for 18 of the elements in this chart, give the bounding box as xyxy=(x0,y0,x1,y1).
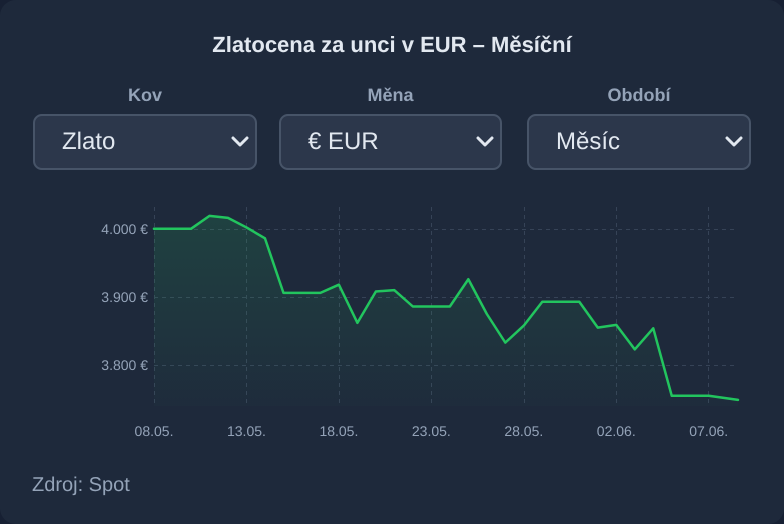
text: Měna xyxy=(366,84,415,107)
x-tick-label: 28.05. xyxy=(504,423,544,439)
text: Kov xyxy=(126,84,163,107)
x-tick-label: 08.05. xyxy=(134,423,174,439)
y-tick-label: 3.800 € xyxy=(101,357,148,374)
x-tick-label: 07.06. xyxy=(689,423,728,439)
text: Zlato xyxy=(62,127,116,157)
x-tick-label: 18.05. xyxy=(319,423,358,439)
x-tick-label: 13.05. xyxy=(226,423,266,439)
text: Měsíc xyxy=(556,127,620,157)
y-tick-label: 3.900 € xyxy=(101,288,148,305)
x-tick-label: 23.05. xyxy=(412,423,451,439)
chart-title: Zlatocena za unci v EUR – Měsíční xyxy=(211,31,574,59)
text: Zdroj: Spot xyxy=(32,473,130,498)
x-tick-label: 02.06. xyxy=(596,423,636,439)
y-tick-label: 4.000 € xyxy=(101,220,148,237)
text: Období xyxy=(606,84,672,107)
text: € EUR xyxy=(308,127,379,157)
